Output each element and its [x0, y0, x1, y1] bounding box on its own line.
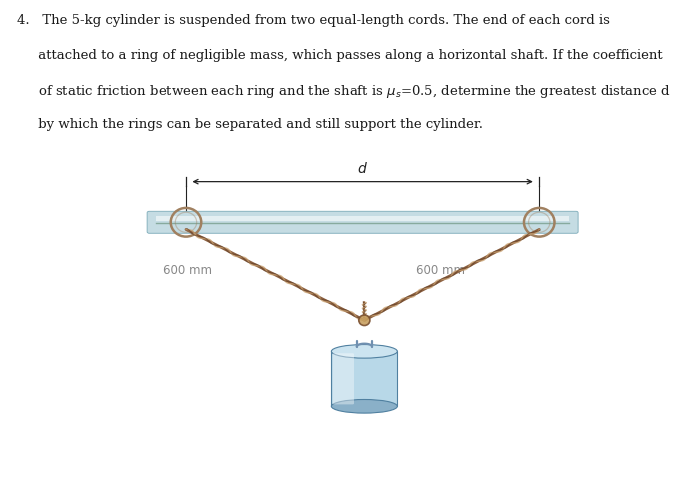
- Bar: [332, 351, 397, 406]
- Ellipse shape: [359, 315, 370, 326]
- Ellipse shape: [332, 345, 397, 358]
- Text: attached to a ring of negligible mass, which passes along a horizontal shaft. If: attached to a ring of negligible mass, w…: [17, 49, 663, 62]
- Ellipse shape: [332, 400, 397, 413]
- Text: $d$: $d$: [357, 161, 368, 176]
- Text: by which the rings can be separated and still support the cylinder.: by which the rings can be separated and …: [17, 118, 483, 130]
- Text: 600 mm: 600 mm: [162, 263, 212, 277]
- FancyBboxPatch shape: [333, 353, 354, 404]
- Bar: [156, 216, 569, 221]
- Text: 600 mm: 600 mm: [416, 263, 466, 277]
- Text: of static friction between each ring and the shaft is $\mu_s$=0.5, determine the: of static friction between each ring and…: [17, 83, 671, 100]
- FancyBboxPatch shape: [147, 211, 578, 233]
- Text: 4.   The 5-kg cylinder is suspended from two equal-length cords. The end of each: 4. The 5-kg cylinder is suspended from t…: [17, 14, 610, 27]
